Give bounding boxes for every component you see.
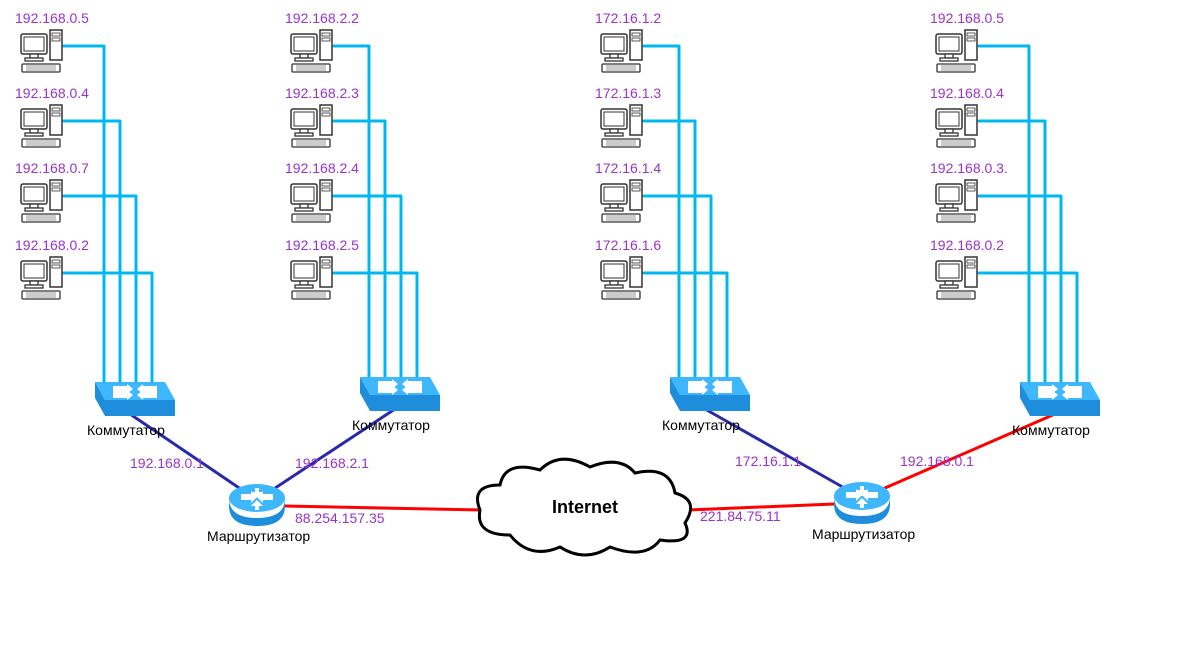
switch-label-0: Коммутатор (87, 422, 165, 438)
pc-g3-0 (935, 28, 981, 74)
pc-g1-0 (290, 28, 336, 74)
pc-ip-g3-3: 192.168.0.2 (930, 237, 1004, 253)
pc-g1-2 (290, 178, 336, 224)
router-label-0: Маршрутизатор (207, 528, 310, 544)
pc-g3-1 (935, 103, 981, 149)
pc-ip-g1-3: 192.168.2.5 (285, 237, 359, 253)
pc-g1-1 (290, 103, 336, 149)
pc-g2-0 (600, 28, 646, 74)
switch-2 (660, 365, 750, 417)
pc-ip-g1-1: 192.168.2.3 (285, 85, 359, 101)
router-1-left-ip: 172.16.1.1 (735, 453, 801, 469)
pc-g0-0 (20, 28, 66, 74)
pc-g0-2 (20, 178, 66, 224)
pc-g0-3 (20, 255, 66, 301)
router-0-left-ip: 192.168.0.1 (130, 455, 204, 471)
pc-ip-g1-0: 192.168.2.2 (285, 10, 359, 26)
switch-0 (85, 370, 175, 422)
pc-ip-g1-2: 192.168.2.4 (285, 160, 359, 176)
internet-cloud-label: Internet (470, 497, 700, 518)
switch-1 (350, 365, 440, 417)
router-0 (225, 480, 289, 528)
pc-ip-g3-0: 192.168.0.5 (930, 10, 1004, 26)
switch-label-1: Коммутатор (352, 417, 430, 433)
router-1-right-ip: 192.168.0.1 (900, 453, 974, 469)
pc-g3-2 (935, 178, 981, 224)
switch-3 (1010, 370, 1100, 422)
router-label-1: Маршрутизатор (812, 526, 915, 542)
router-1-wan-ip: 221.84.75.11 (700, 508, 781, 524)
router-0-wan-ip: 88.254.157.35 (295, 510, 385, 526)
router-1 (830, 478, 894, 526)
pc-g0-1 (20, 103, 66, 149)
pc-g1-3 (290, 255, 336, 301)
pc-ip-g0-3: 192.168.0.2 (15, 237, 89, 253)
pc-ip-g2-1: 172.16.1.3 (595, 85, 661, 101)
switch-label-3: Коммутатор (1012, 422, 1090, 438)
pc-ip-g2-0: 172.16.1.2 (595, 10, 661, 26)
pc-ip-g3-1: 192.168.0.4 (930, 85, 1004, 101)
pc-g3-3 (935, 255, 981, 301)
pc-g2-1 (600, 103, 646, 149)
pc-ip-g2-2: 172.16.1.4 (595, 160, 661, 176)
pc-ip-g3-2: 192.168.0.3. (930, 160, 1008, 176)
pc-ip-g0-1: 192.168.0.4 (15, 85, 89, 101)
pc-ip-g0-2: 192.168.0.7 (15, 160, 89, 176)
pc-g2-2 (600, 178, 646, 224)
pc-ip-g2-3: 172.16.1.6 (595, 237, 661, 253)
pc-g2-3 (600, 255, 646, 301)
switch-label-2: Коммутатор (662, 417, 740, 433)
router-0-right-ip: 192.168.2.1 (295, 455, 369, 471)
pc-ip-g0-0: 192.168.0.5 (15, 10, 89, 26)
